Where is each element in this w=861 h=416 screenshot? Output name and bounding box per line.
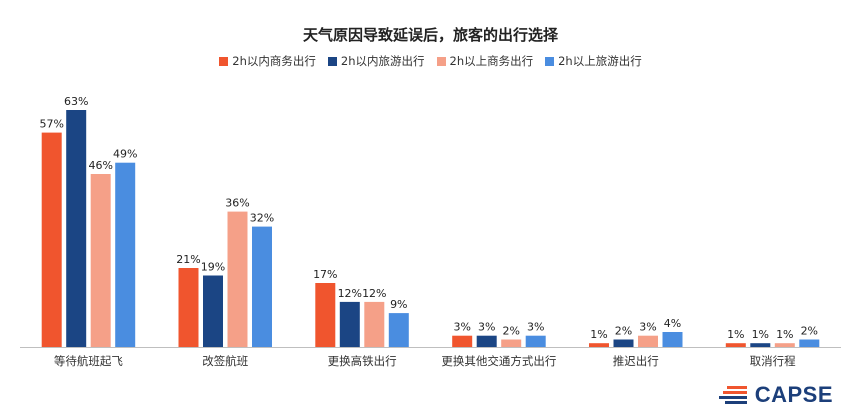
x-tick-label: 更换其他交通方式出行 <box>441 354 556 368</box>
legend-swatch <box>436 56 446 66</box>
bar <box>774 343 795 347</box>
data-label: 57% <box>39 118 63 131</box>
brand-logo: CAPSE <box>718 382 833 408</box>
bar <box>252 226 272 347</box>
legend-label: 2h以内商务出行 <box>232 54 316 68</box>
data-label: 2% <box>615 325 632 338</box>
bar <box>388 313 409 347</box>
data-label: 46% <box>88 159 112 172</box>
bar <box>41 132 62 347</box>
legend-label: 2h以上商务出行 <box>449 54 534 68</box>
bar <box>364 301 385 347</box>
data-label: 63% <box>64 95 88 108</box>
bar <box>339 301 360 347</box>
data-label: 2% <box>502 325 519 338</box>
data-label: 2% <box>801 325 818 338</box>
bar <box>750 343 771 347</box>
bar <box>589 343 609 347</box>
chart-title: 天气原因导致延误后，旅客的出行选择 <box>302 26 558 44</box>
legend-swatch <box>545 56 555 66</box>
data-label: 32% <box>250 212 274 225</box>
data-label: 1% <box>752 328 769 341</box>
data-label: 49% <box>113 148 137 161</box>
data-label: 1% <box>727 328 744 341</box>
bar <box>501 339 522 347</box>
data-label: 3% <box>478 321 495 334</box>
legend-label: 2h以上旅游出行 <box>558 54 642 68</box>
data-label: 12% <box>362 287 386 300</box>
legend-label: 2h以内旅游出行 <box>340 54 425 68</box>
data-label: 21% <box>176 253 200 266</box>
data-label: 3% <box>453 321 470 334</box>
legend-item: 2h以内商务出行 <box>219 53 316 69</box>
data-label: 17% <box>313 268 337 281</box>
capse-logo-icon <box>718 386 747 404</box>
legend-item: 2h以上旅游出行 <box>545 53 642 69</box>
data-label: 19% <box>201 261 225 274</box>
bar <box>66 110 87 347</box>
legend-item: 2h以内旅游出行 <box>327 53 425 69</box>
brand-name: CAPSE <box>754 382 833 407</box>
legend: 2h以内商务出行 2h以内旅游出行 2h以上商务出行 2h以上旅游出行 <box>0 53 861 69</box>
bar <box>638 335 658 347</box>
bar <box>115 162 136 347</box>
bar <box>613 339 634 347</box>
bar <box>452 335 473 347</box>
bar <box>799 339 820 347</box>
bar <box>476 335 497 347</box>
data-label: 36% <box>225 197 249 210</box>
bar <box>227 211 248 347</box>
bar <box>178 268 199 347</box>
data-label: 9% <box>390 298 407 311</box>
legend-item: 2h以上商务出行 <box>436 53 534 69</box>
x-tick-label: 等待航班起飞 <box>54 354 123 368</box>
bar <box>525 335 546 347</box>
legend-swatch <box>219 56 229 66</box>
data-label: 12% <box>338 287 362 300</box>
data-label: 1% <box>590 328 607 341</box>
legend-swatch <box>327 56 337 66</box>
data-label: 3% <box>639 321 656 334</box>
bar <box>662 332 683 347</box>
bar <box>203 275 223 347</box>
bar <box>725 343 746 347</box>
data-label: 4% <box>664 317 681 330</box>
bar <box>90 174 111 347</box>
x-tick-label: 取消行程 <box>750 354 796 368</box>
data-label: 3% <box>527 321 544 334</box>
x-tick-label: 更换高铁出行 <box>328 354 397 368</box>
x-tick-label: 改签航班 <box>202 354 248 368</box>
data-label: 1% <box>776 328 793 341</box>
bar <box>315 283 336 347</box>
x-tick-label: 推迟出行 <box>613 354 659 368</box>
